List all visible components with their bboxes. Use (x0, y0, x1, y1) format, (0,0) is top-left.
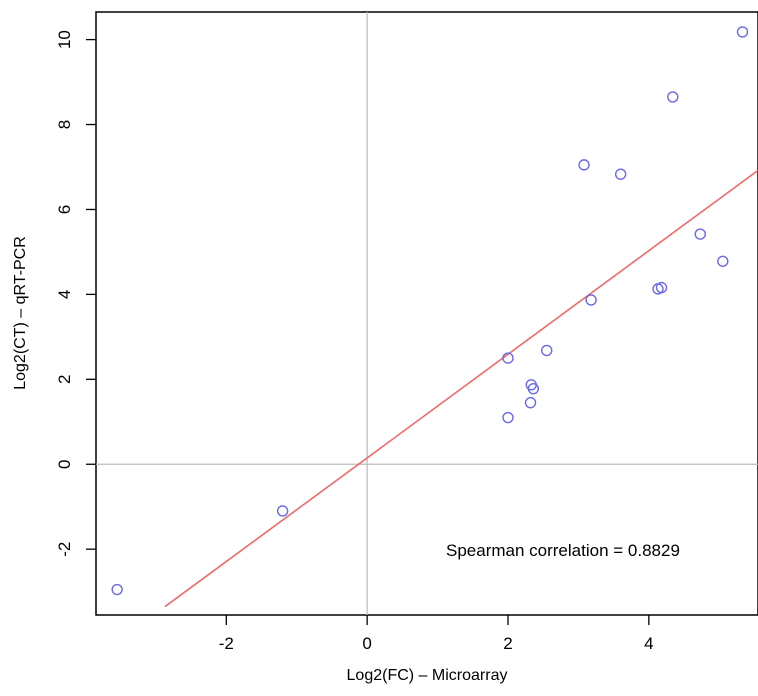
data-point (276, 505, 289, 517)
plot-area-frame (95, 11, 758, 616)
data-point (694, 228, 706, 240)
y-tick-label: 4 (55, 290, 74, 299)
regression-line-group (164, 169, 758, 608)
y-axis-ticks: -2 0 2 4 6 8 10 (55, 30, 96, 557)
x-axis-label: Log2(FC) – Microarray (347, 667, 508, 684)
y-axis-label: Log2(CT) – qRT-PCR (12, 236, 29, 390)
data-point (524, 396, 537, 409)
y-tick-label: 0 (55, 460, 74, 469)
x-axis-ticks: -2 0 2 4 (219, 615, 654, 653)
data-point (614, 168, 627, 180)
data-point (736, 26, 749, 38)
x-tick-label: 2 (503, 634, 512, 653)
x-tick-label: 0 (362, 634, 371, 653)
data-point (655, 281, 668, 294)
data-point (541, 344, 553, 357)
regression-line (164, 169, 758, 608)
data-point (578, 159, 590, 171)
y-tick-label: 6 (55, 205, 74, 214)
y-tick-label: 2 (55, 375, 74, 384)
y-tick-label: 10 (55, 30, 74, 49)
data-points (111, 26, 749, 596)
x-tick-label: -2 (219, 634, 234, 653)
data-point (527, 382, 540, 395)
y-tick-label: 8 (55, 120, 74, 129)
x-tick-label: 4 (644, 634, 653, 653)
data-point (717, 255, 729, 267)
data-point (667, 91, 679, 103)
spearman-annotation: Spearman correlation = 0.8829 (446, 541, 680, 560)
y-tick-label: -2 (55, 542, 74, 557)
data-point (502, 411, 514, 424)
data-point (111, 583, 123, 596)
data-point (502, 352, 514, 364)
data-point (585, 294, 597, 306)
reference-lines (96, 12, 758, 615)
